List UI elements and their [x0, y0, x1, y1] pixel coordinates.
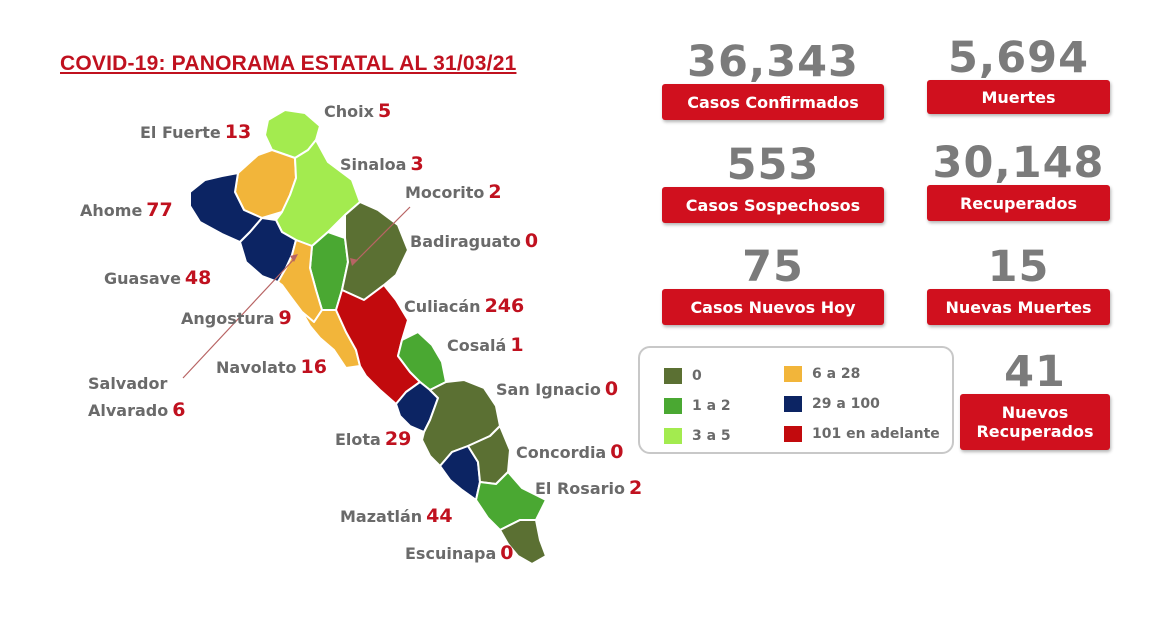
region-escuinapa[interactable] [499, 519, 547, 565]
stat-muertes: 5,694 Muertes [927, 36, 1110, 114]
label-concordia: Concordia 0 [516, 441, 624, 463]
legend: 0 1 a 2 3 a 5 6 a 28 29 a 100 101 en ade… [638, 346, 954, 454]
stat-value: 553 [726, 140, 820, 190]
sinaloa-map [182, 109, 547, 565]
salvador-alvarado-pointer-arrow [290, 254, 298, 262]
label-angostura: Angostura 9 [181, 307, 292, 329]
legend-swatch [664, 398, 682, 414]
stat-nuevas-muertes: 15 Nuevas Muertes [927, 245, 1110, 325]
label-navolato: Navolato 16 [216, 356, 327, 378]
stat-label-line1: Nuevos [1001, 403, 1069, 422]
label-elota: Elota 29 [335, 428, 412, 450]
label-mocorito: Mocorito 2 [405, 181, 502, 203]
legend-swatch [664, 368, 682, 384]
legend-item-3-5: 3 a 5 [664, 428, 731, 444]
mocorito-pointer [354, 206, 411, 263]
label-el-fuerte: El Fuerte 13 [140, 121, 252, 143]
label-mazatlan: Mazatlán 44 [340, 505, 453, 527]
stat-value: 75 [742, 242, 804, 292]
label-guasave: Guasave 48 [104, 267, 212, 289]
label-choix: Choix 5 [324, 100, 392, 122]
salvador-alvarado-pointer [182, 257, 296, 379]
stat-label: Casos Sospechosos [662, 187, 884, 223]
legend-item-1-2: 1 a 2 [664, 398, 731, 414]
label-cosala: Cosalá 1 [447, 334, 524, 356]
stat-value: 5,694 [947, 33, 1089, 83]
legend-swatch [784, 366, 802, 382]
label-sinaloa: Sinaloa 3 [340, 153, 424, 175]
stat-casos-nuevos-hoy: 75 Casos Nuevos Hoy [662, 245, 884, 325]
legend-label: 1 a 2 [692, 398, 731, 414]
legend-label: 101 en adelante [812, 426, 940, 442]
stat-value: 15 [987, 242, 1050, 292]
legend-swatch [664, 428, 682, 444]
stat-label: Casos Confirmados [662, 84, 884, 120]
label-badiraguato: Badiraguato 0 [410, 230, 539, 252]
stat-label: Recuperados [927, 185, 1110, 221]
stat-label: Casos Nuevos Hoy [662, 289, 884, 325]
region-badiraguato[interactable] [341, 201, 409, 301]
legend-swatch [784, 396, 802, 412]
label-alvarado: Alvarado 6 [88, 399, 186, 421]
legend-item-101-plus: 101 en adelante [784, 426, 940, 442]
stat-value: 36,343 [687, 37, 859, 87]
stat-value: 30,148 [932, 138, 1105, 188]
legend-label: 3 a 5 [692, 428, 731, 444]
label-escuinapa: Escuinapa 0 [405, 542, 514, 564]
stat-nuevos-recuperados: 41 Nuevos Recuperados [960, 350, 1110, 450]
label-ahome: Ahome 77 [80, 199, 173, 221]
legend-label: 29 a 100 [812, 396, 880, 412]
legend-label: 6 a 28 [812, 366, 861, 382]
stat-recuperados: 30,148 Recuperados [927, 141, 1110, 221]
legend-label: 0 [692, 368, 702, 384]
label-culiacan: Culiacán 246 [404, 295, 525, 317]
stat-label: Nuevos Recuperados [960, 394, 1110, 450]
stat-label-line2: Recuperados [976, 422, 1094, 441]
stat-label: Muertes [927, 80, 1110, 114]
mocorito-pointer-arrow [350, 258, 358, 266]
region-el-rosario[interactable] [475, 471, 547, 531]
legend-item-29-100: 29 a 100 [784, 396, 880, 412]
label-san-ignacio: San Ignacio 0 [496, 378, 619, 400]
label-salvador: Salvador [88, 374, 168, 393]
legend-item-0: 0 [664, 368, 702, 384]
legend-item-6-28: 6 a 28 [784, 366, 860, 382]
label-el-rosario: El Rosario 2 [535, 477, 643, 499]
stat-casos-sospechosos: 553 Casos Sospechosos [662, 143, 884, 223]
stat-label: Nuevas Muertes [927, 289, 1110, 325]
legend-swatch [784, 426, 802, 442]
stat-casos-confirmados: 36,343 Casos Confirmados [662, 40, 884, 120]
stat-value: 41 [1004, 347, 1066, 397]
page-title: COVID-19: PANORAMA ESTATAL AL 31/03/21 [60, 52, 517, 75]
